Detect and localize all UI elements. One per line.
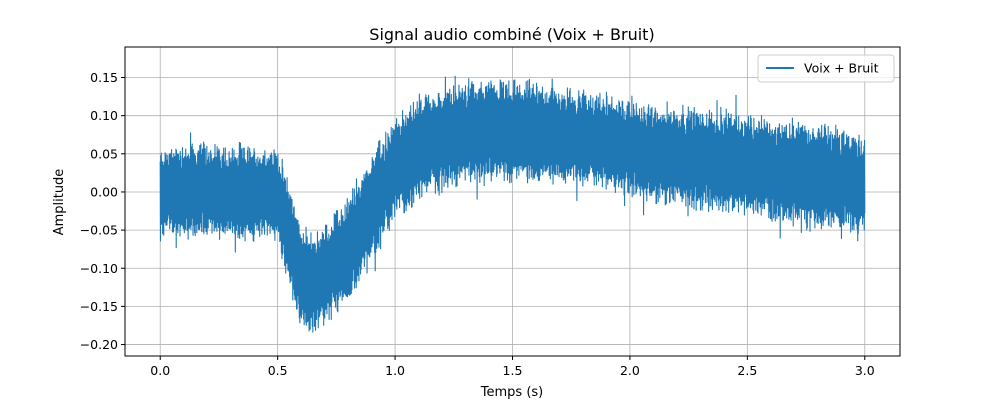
series-voix-bruit-line bbox=[159, 75, 866, 333]
chart-title: Signal audio combiné (Voix + Bruit) bbox=[369, 25, 654, 44]
y-axis-label: Amplitude bbox=[52, 169, 67, 236]
x-tick-label-6: 3.0 bbox=[855, 363, 875, 378]
x-tick-label-3: 1.5 bbox=[503, 363, 523, 378]
x-tick-label-5: 2.5 bbox=[737, 363, 757, 378]
x-tick-label-0: 0.0 bbox=[150, 363, 170, 378]
y-tick-label-6: 0.10 bbox=[90, 108, 118, 123]
y-tick-label-1: −0.15 bbox=[80, 299, 118, 314]
legend: Voix + Bruit bbox=[757, 54, 895, 83]
x-tick-label-1: 0.5 bbox=[268, 363, 288, 378]
y-tick-label-0: −0.20 bbox=[80, 337, 118, 352]
axes-layer: 0.0 0.5 1.0 1.5 2.0 2.5 3.0 −0.20 −0.15 −0.10 −0.0… bbox=[80, 46, 901, 378]
y-tick-label-5: 0.05 bbox=[90, 146, 118, 161]
legend-box bbox=[757, 54, 895, 83]
x-tick-label-2: 1.0 bbox=[385, 363, 405, 378]
y-tick-label-2: −0.10 bbox=[80, 261, 118, 276]
legend-label: Voix + Bruit bbox=[804, 61, 879, 76]
y-tick-label-4: 0.00 bbox=[90, 184, 118, 199]
x-axis-label: Temps (s) bbox=[480, 385, 543, 400]
signal-layer bbox=[159, 75, 866, 333]
y-tick-label-3: −0.05 bbox=[80, 223, 118, 238]
y-tick-label-7: 0.15 bbox=[90, 70, 118, 85]
x-tick-label-4: 2.0 bbox=[620, 363, 640, 378]
